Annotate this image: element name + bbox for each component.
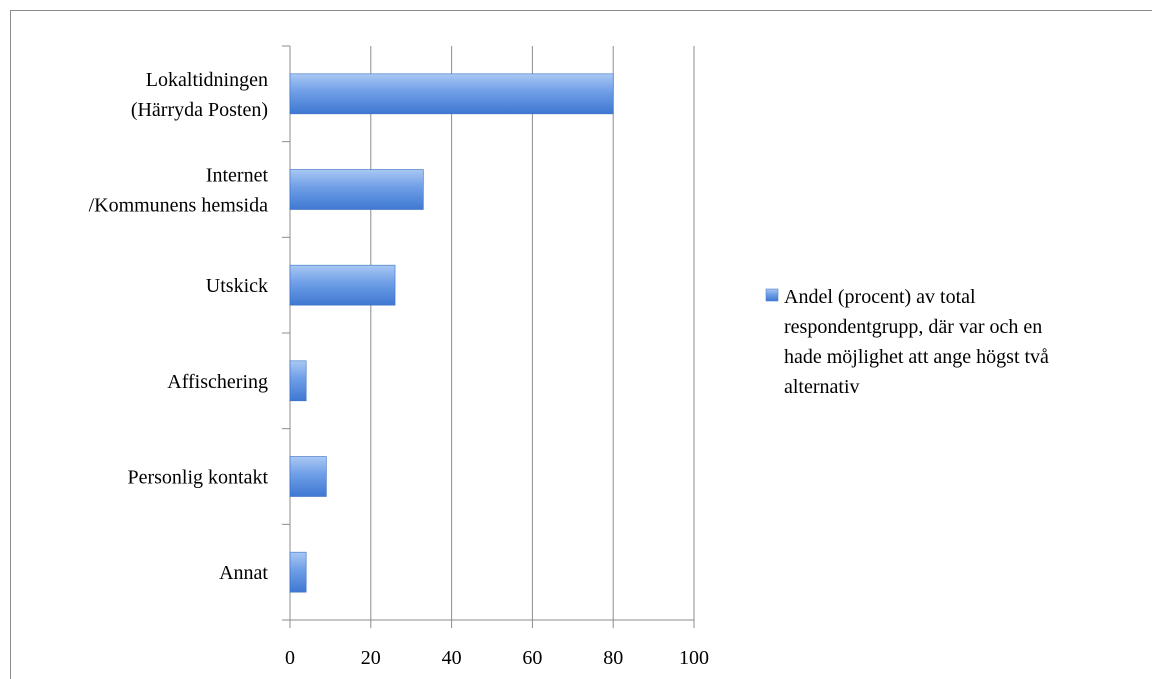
x-tick-label: 100 — [679, 647, 709, 669]
category-label: Utskick — [206, 275, 268, 297]
x-tick-label: 0 — [285, 647, 295, 669]
bars — [289, 73, 614, 593]
legend-label: respondentgrupp, där var och en — [784, 316, 1042, 338]
category-label: Lokaltidningen — [146, 69, 268, 91]
bar — [289, 73, 614, 115]
category-label: (Härryda Posten) — [131, 99, 268, 121]
x-tick-label: 60 — [522, 647, 542, 669]
legend: Andel (procent) av total respondentgrupp,… — [765, 286, 1049, 398]
legend-label: Andel (procent) av total — [784, 286, 976, 308]
x-tick-labels: 0 20 40 60 80 100 — [285, 647, 709, 669]
category-label: Annat — [219, 562, 268, 584]
x-tick-label: 80 — [603, 647, 623, 669]
bar — [289, 169, 424, 210]
x-tick-label: 40 — [442, 647, 462, 669]
legend-label: alternativ — [784, 376, 860, 398]
bar — [289, 456, 327, 497]
category-label: Internet — [206, 165, 269, 187]
x-tick-label: 20 — [361, 647, 381, 669]
chart-border — [10, 10, 1152, 679]
category-labels: Lokaltidningen (Härryda Posten) Internet/K… — [89, 69, 269, 584]
category-label: Affischering — [167, 371, 268, 393]
bar — [289, 551, 307, 593]
axes — [282, 45, 695, 628]
legend-label: hade möjlighet att ange högst två — [784, 346, 1049, 368]
category-label: /Kommunens hemsida — [89, 195, 269, 217]
gridlines — [370, 46, 695, 620]
legend-swatch — [765, 288, 779, 302]
bar — [289, 264, 396, 306]
category-label: Personlig kontakt — [127, 467, 268, 489]
bar — [289, 360, 307, 402]
